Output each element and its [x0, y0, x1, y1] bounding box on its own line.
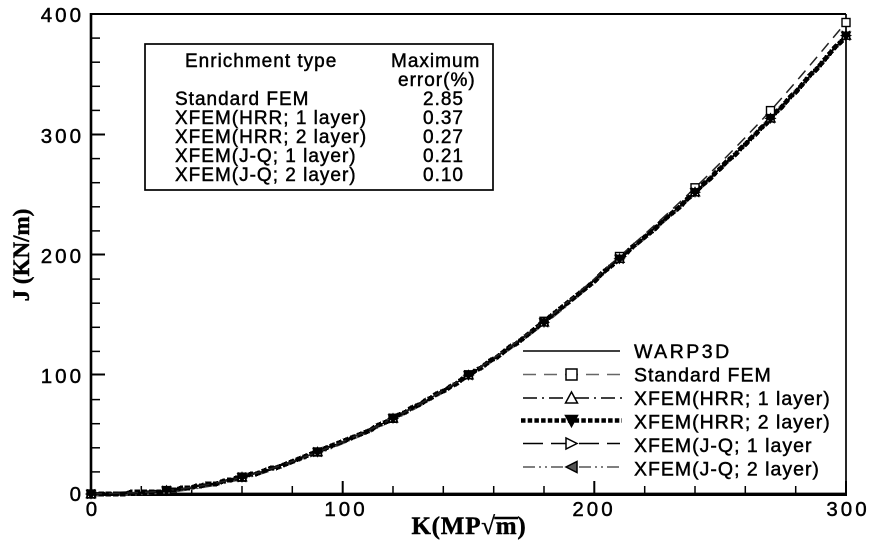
- svg-text:300: 300: [41, 125, 84, 148]
- svg-text:100: 100: [324, 498, 367, 521]
- svg-text:0.21: 0.21: [423, 146, 464, 167]
- svg-text:200: 200: [41, 245, 84, 268]
- svg-text:0: 0: [86, 498, 100, 521]
- svg-text:XFEM(J-Q; 1 layer: XFEM(J-Q; 1 layer: [634, 435, 812, 457]
- svg-text:0.37: 0.37: [423, 108, 464, 129]
- svg-text:XFEM(HRR; 2 layer): XFEM(HRR; 2 layer): [175, 127, 367, 148]
- svg-text:XFEM(J-Q; 1 layer): XFEM(J-Q; 1 layer): [175, 146, 357, 167]
- svg-text:XFEM(HRR; 1 layer): XFEM(HRR; 1 layer): [175, 108, 367, 129]
- svg-text:Standard FEM: Standard FEM: [175, 89, 310, 110]
- svg-text:error(%): error(%): [398, 70, 476, 91]
- svg-text:XFEM(HRR; 1 layer): XFEM(HRR; 1 layer): [634, 388, 831, 410]
- svg-text:0: 0: [70, 483, 84, 506]
- svg-text:J (KN/m): J (KN/m): [9, 209, 34, 302]
- svg-text:XFEM(J-Q; 2 layer): XFEM(J-Q; 2 layer): [175, 165, 357, 186]
- svg-text:XFEM(HRR; 2 layer): XFEM(HRR; 2 layer): [634, 412, 831, 434]
- svg-text:XFEM(J-Q; 2 layer): XFEM(J-Q; 2 layer): [634, 459, 820, 481]
- svg-text:WARP3D: WARP3D: [634, 341, 732, 363]
- svg-text:K(MP√m): K(MP√m): [411, 513, 526, 540]
- svg-text:2.85: 2.85: [423, 89, 464, 110]
- svg-text:0.10: 0.10: [423, 165, 464, 186]
- svg-text:Maximum: Maximum: [391, 51, 480, 72]
- svg-text:200: 200: [572, 498, 615, 521]
- svg-text:300: 300: [826, 498, 869, 521]
- svg-text:0.27: 0.27: [423, 127, 464, 148]
- svg-text:Standard FEM: Standard FEM: [634, 365, 772, 387]
- svg-text:Enrichment type: Enrichment type: [185, 51, 337, 72]
- svg-text:400: 400: [41, 4, 84, 27]
- svg-text:100: 100: [41, 365, 84, 388]
